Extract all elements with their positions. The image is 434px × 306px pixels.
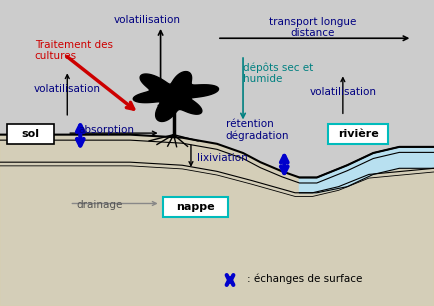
Polygon shape xyxy=(133,72,219,121)
Text: rétention
dégradation: rétention dégradation xyxy=(226,119,289,141)
Text: drainage: drainage xyxy=(77,200,123,210)
Text: sol: sol xyxy=(21,129,39,139)
Text: volatilisation: volatilisation xyxy=(114,15,181,25)
Text: volatilisation: volatilisation xyxy=(309,87,376,97)
Text: lixiviation: lixiviation xyxy=(197,153,248,162)
Text: rivière: rivière xyxy=(338,129,378,139)
Text: : échanges de surface: : échanges de surface xyxy=(247,273,363,284)
Text: absorption: absorption xyxy=(78,125,135,135)
Text: volatilisation: volatilisation xyxy=(34,84,101,94)
FancyBboxPatch shape xyxy=(7,124,54,144)
Polygon shape xyxy=(299,147,434,193)
Text: dépôts sec et
humide: dépôts sec et humide xyxy=(243,62,313,84)
FancyBboxPatch shape xyxy=(163,197,228,217)
Text: transport longue
distance: transport longue distance xyxy=(269,17,356,38)
Polygon shape xyxy=(0,135,434,306)
FancyBboxPatch shape xyxy=(328,124,388,144)
Text: nappe: nappe xyxy=(176,202,214,212)
Text: Traitement des
cultures: Traitement des cultures xyxy=(35,40,113,62)
